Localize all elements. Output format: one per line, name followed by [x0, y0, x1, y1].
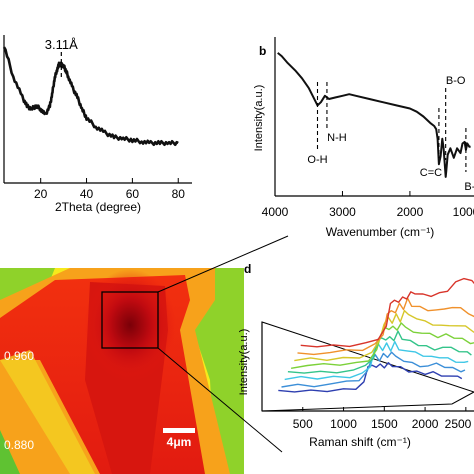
zoom-line-top: [157, 235, 289, 293]
panel-b-xtick-label: 3000: [329, 205, 356, 219]
panel-a-xlabel: 2Theta (degree): [55, 200, 141, 214]
panel-d-series-line: [294, 309, 474, 362]
panel-a-xtick-label: 40: [80, 187, 94, 201]
panel-d-series-group: [278, 277, 474, 393]
panel-d-label: d: [244, 262, 251, 276]
panel-d-series-line: [287, 330, 472, 374]
panel-b-xlabel: Wavenumber (cm⁻¹): [326, 225, 435, 239]
panel-d-series-line: [300, 277, 474, 348]
panel-b-band-label: C=C: [420, 167, 442, 179]
map-yellow-strip: [0, 350, 95, 474]
panel-d-series-line: [284, 341, 469, 381]
panel-a-xtick-label: 60: [126, 187, 140, 201]
panel-d-series-line: [297, 297, 474, 356]
panel-d-xtick-label: 2000: [412, 417, 439, 431]
panel-d-ylabel: Intensity(a.u.): [238, 329, 250, 396]
zoom-line-bottom: [157, 347, 283, 453]
panel-d-series-line: [290, 322, 474, 369]
panel-a-series-line: [2, 46, 179, 147]
panel-a-xtick-label: 20: [34, 187, 48, 201]
map-value-label-2: 0.880: [4, 438, 34, 452]
panel-b-label: b: [259, 44, 266, 58]
panel-d-raman: d Intensity(a.u.) 500 1000 1500 2000 2500 Ra…: [238, 262, 474, 449]
panel-a-xtick-label: 80: [172, 187, 186, 201]
map-value-label-1: 0.960: [4, 349, 34, 363]
panel-b-xtick-label: 1000: [453, 205, 474, 219]
panel-d-xtick-label: 1000: [330, 417, 357, 431]
panel-b-annotations: O-HN-H C=C B-O B-C: [307, 75, 474, 193]
panel-b-band-label: O-H: [307, 154, 327, 166]
panel-d-xlabel: Raman shift (cm⁻¹): [309, 435, 411, 449]
panel-a-ticks: 20 40 60 80: [34, 178, 185, 201]
panel-a-xrd: 20 40 60 80 3.11Å 2Theta (degree): [2, 35, 192, 214]
panel-d-xtick-label: 500: [293, 417, 313, 431]
map-green-right: [190, 268, 244, 474]
map-selection-box: [101, 291, 159, 349]
panel-b-xtick-label: 4000: [262, 205, 289, 219]
panel-b-band-label: B-O: [446, 75, 466, 87]
panel-b-ticks: 4000 3000 2000 1000: [262, 191, 474, 219]
panel-d-series-line: [278, 362, 463, 393]
scale-bar: [163, 428, 195, 433]
panel-d-xtick-label: 1500: [371, 417, 398, 431]
panel-b-band-label: B-C: [464, 181, 474, 193]
scale-bar-label: 4μm: [167, 435, 192, 449]
panel-c-map: 0.960 0.880 4μm: [0, 268, 244, 474]
panel-d-xtick-label: 2500: [445, 417, 472, 431]
panel-b-ylabel: Intensity(a.u.): [253, 85, 265, 152]
panel-b-xtick-label: 2000: [397, 205, 424, 219]
panel-b-ftir: b Intensity(a.u.) 4000 3000 2000 1000 O-HN-…: [253, 37, 474, 239]
panel-d-series-line: [281, 351, 466, 388]
panel-d-ticks: 500 1000 1500 2000 2500: [293, 407, 472, 431]
panel-b-band-label: N-H: [327, 132, 347, 144]
panel-a-peak-label: 3.11Å: [45, 37, 78, 52]
map-hotspot: [84, 269, 176, 381]
